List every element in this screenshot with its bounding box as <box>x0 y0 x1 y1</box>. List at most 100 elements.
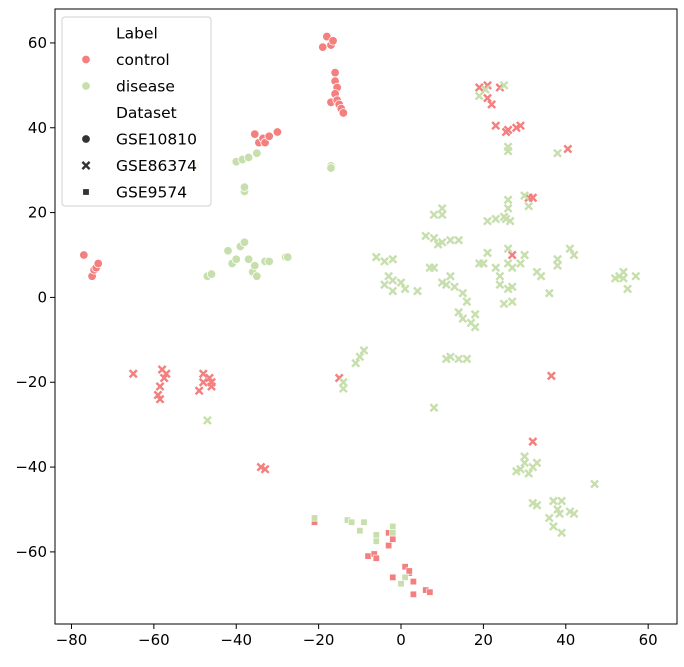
data-point <box>328 36 338 46</box>
legend-title-dataset: Dataset <box>116 104 177 122</box>
data-point <box>388 275 398 285</box>
data-point <box>93 258 103 269</box>
legend-marker <box>81 54 91 65</box>
data-point <box>243 152 254 163</box>
data-point <box>372 531 380 539</box>
data-point <box>128 369 138 379</box>
data-point <box>565 244 575 254</box>
data-point <box>206 269 217 279</box>
data-point <box>503 203 513 213</box>
x-tick-label: 60 <box>639 631 658 649</box>
legend-title-label: Label <box>116 25 158 43</box>
data-point <box>356 527 364 535</box>
data-point <box>388 254 398 264</box>
data-point <box>389 573 397 581</box>
data-point <box>252 148 262 158</box>
data-point <box>483 216 492 226</box>
data-point <box>437 210 447 220</box>
data-point <box>487 99 497 109</box>
data-point <box>483 93 492 103</box>
data-point <box>458 288 468 298</box>
legend-marker <box>81 134 91 144</box>
data-point <box>546 371 556 381</box>
data-point <box>338 384 348 394</box>
data-point <box>409 578 417 586</box>
legend-box <box>61 16 212 207</box>
data-point <box>491 121 501 131</box>
legend-item-control: control <box>116 51 170 69</box>
data-point <box>441 280 451 290</box>
data-point <box>198 377 208 387</box>
data-point <box>590 479 600 489</box>
data-point <box>532 500 542 510</box>
x-tick-label: 40 <box>556 631 575 649</box>
data-point <box>355 352 365 362</box>
data-point <box>396 278 406 288</box>
data-point <box>429 233 439 243</box>
data-point <box>272 127 283 137</box>
data-point <box>207 382 216 391</box>
data-point <box>462 354 472 364</box>
legend-item-gse86374: GSE86374 <box>116 157 197 175</box>
data-point <box>536 271 546 281</box>
data-point <box>516 464 525 474</box>
data-point <box>454 235 464 245</box>
legend-marker <box>81 161 91 170</box>
data-point <box>198 369 208 379</box>
data-point <box>548 496 558 506</box>
data-point <box>445 235 455 245</box>
data-point <box>372 537 380 545</box>
data-point <box>520 191 530 201</box>
data-point <box>426 588 434 596</box>
data-point <box>491 214 501 224</box>
data-point <box>351 358 361 368</box>
legend-item-gse10810: GSE10810 <box>116 131 197 149</box>
data-point <box>569 509 579 519</box>
x-tick-label: 20 <box>474 631 493 649</box>
data-point <box>499 299 509 309</box>
data-point <box>194 386 204 396</box>
legend-item-disease: disease <box>116 78 175 96</box>
data-point <box>389 535 397 543</box>
legend-marker <box>82 188 90 196</box>
data-point <box>507 263 517 273</box>
data-point <box>437 237 447 247</box>
data-point <box>421 231 431 241</box>
x-tick-label: −20 <box>303 631 335 649</box>
data-point <box>516 259 525 268</box>
data-point <box>389 522 397 530</box>
data-point <box>239 182 250 192</box>
data-point <box>380 256 389 266</box>
data-point <box>413 286 422 296</box>
data-point <box>429 263 439 273</box>
data-point <box>318 42 328 52</box>
data-point <box>532 458 542 468</box>
data-point <box>311 514 319 522</box>
data-point <box>372 554 380 562</box>
data-point <box>503 146 513 156</box>
data-point <box>401 573 409 581</box>
plot-frame <box>54 8 678 625</box>
data-point <box>516 121 525 131</box>
y-tick-label: 60 <box>28 34 47 52</box>
data-point <box>264 131 274 141</box>
data-point <box>400 284 410 294</box>
data-point <box>544 513 554 523</box>
data-point <box>458 314 468 324</box>
data-point <box>380 280 389 290</box>
data-point <box>555 509 565 519</box>
data-point <box>553 261 562 271</box>
data-point <box>397 580 405 588</box>
data-point <box>405 567 413 575</box>
data-point <box>507 297 517 307</box>
data-point <box>429 210 439 220</box>
data-point <box>503 125 513 135</box>
data-point <box>610 273 620 283</box>
data-point <box>264 256 274 267</box>
data-point <box>495 280 505 290</box>
data-point <box>544 288 554 298</box>
x-tick-label: 0 <box>396 631 406 649</box>
data-point <box>491 263 501 273</box>
y-axis: −60 −40 −20 0 20 40 60 <box>15 34 55 561</box>
